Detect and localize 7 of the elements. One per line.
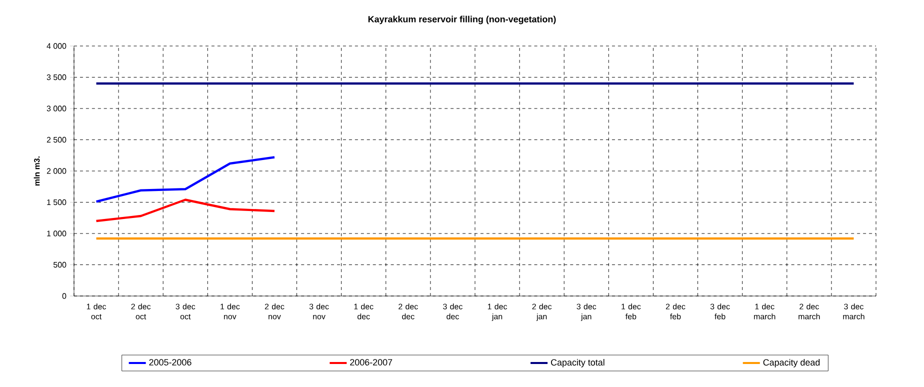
chart-title: Kayrakkum reservoir filling (non-vegetation) bbox=[368, 16, 556, 24]
line-series bbox=[95, 156, 276, 203]
legend-label: Capacity dead bbox=[763, 359, 820, 368]
legend-label: Capacity total bbox=[551, 359, 604, 368]
line-series bbox=[95, 198, 276, 222]
legend-label: 2006-2007 bbox=[350, 359, 392, 366]
legend-label: 2005-2006 bbox=[149, 359, 192, 366]
